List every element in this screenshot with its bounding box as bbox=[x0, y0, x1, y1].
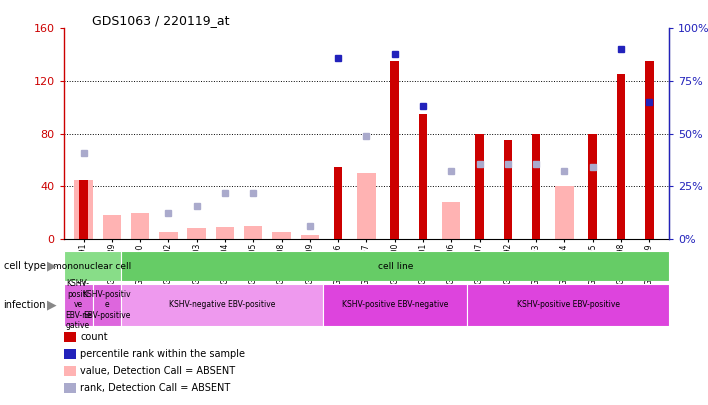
Bar bbox=[301, 235, 319, 239]
Text: KSHV-positiv
e
EBV-positive: KSHV-positiv e EBV-positive bbox=[83, 290, 131, 320]
Bar bbox=[323, 284, 467, 326]
Bar bbox=[503, 140, 512, 239]
Bar bbox=[617, 75, 625, 239]
Bar bbox=[532, 134, 540, 239]
Bar bbox=[645, 61, 653, 239]
Bar bbox=[273, 232, 291, 239]
Bar bbox=[74, 180, 93, 239]
Bar bbox=[188, 228, 206, 239]
Bar bbox=[418, 114, 427, 239]
Bar bbox=[79, 180, 88, 239]
Bar bbox=[467, 284, 669, 326]
Bar bbox=[216, 227, 234, 239]
Bar bbox=[64, 251, 121, 281]
Bar bbox=[159, 232, 178, 239]
Bar bbox=[555, 186, 573, 239]
Bar bbox=[358, 173, 375, 239]
Bar bbox=[103, 215, 121, 239]
Bar bbox=[442, 202, 460, 239]
Text: cell type: cell type bbox=[4, 261, 45, 271]
Text: GDS1063 / 220119_at: GDS1063 / 220119_at bbox=[92, 14, 229, 27]
Bar bbox=[588, 134, 597, 239]
Text: ▶: ▶ bbox=[47, 298, 57, 311]
Text: mononuclear cell: mononuclear cell bbox=[53, 262, 132, 271]
Bar bbox=[121, 284, 323, 326]
Text: count: count bbox=[80, 332, 108, 341]
Text: value, Detection Call = ABSENT: value, Detection Call = ABSENT bbox=[80, 366, 235, 375]
Text: ▶: ▶ bbox=[47, 260, 57, 273]
Bar bbox=[244, 226, 263, 239]
Text: rank, Detection Call = ABSENT: rank, Detection Call = ABSENT bbox=[80, 383, 230, 392]
Text: KSHV-positive EBV-positive: KSHV-positive EBV-positive bbox=[517, 300, 620, 309]
Bar bbox=[390, 61, 399, 239]
Bar bbox=[93, 284, 121, 326]
Bar bbox=[475, 134, 484, 239]
Text: KSHV-
positi
ve
EBV-ne
gative: KSHV- positi ve EBV-ne gative bbox=[65, 279, 91, 330]
Text: infection: infection bbox=[4, 300, 46, 309]
Bar bbox=[64, 284, 93, 326]
Text: KSHV-negative EBV-positive: KSHV-negative EBV-positive bbox=[169, 300, 275, 309]
Text: percentile rank within the sample: percentile rank within the sample bbox=[80, 349, 245, 358]
Bar bbox=[131, 213, 149, 239]
Text: KSHV-positive EBV-negative: KSHV-positive EBV-negative bbox=[342, 300, 448, 309]
Bar bbox=[334, 166, 343, 239]
Text: cell line: cell line bbox=[377, 262, 413, 271]
